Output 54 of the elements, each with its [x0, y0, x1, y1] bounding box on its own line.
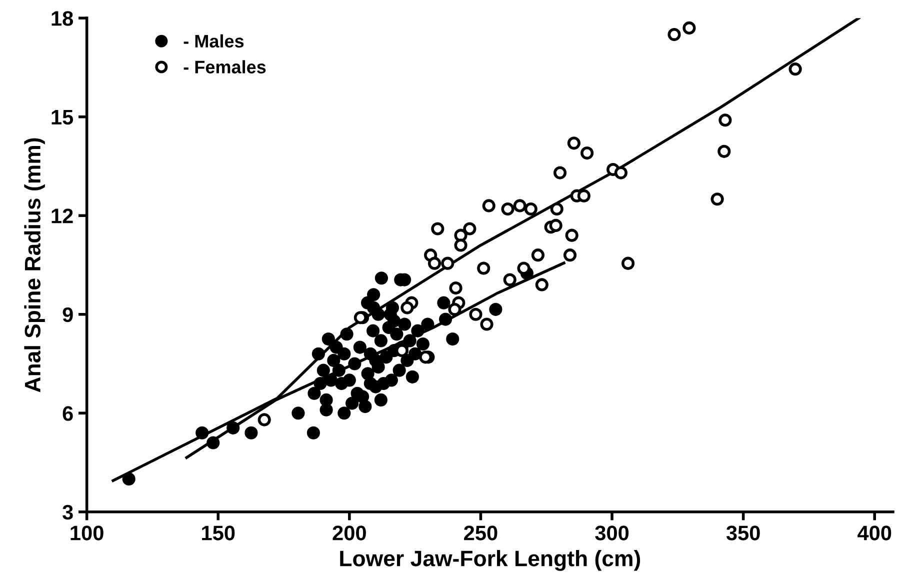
point: [480, 318, 494, 331]
point: [400, 301, 414, 314]
x-axis-title: Lower Jaw-Fork Length (cm): [340, 550, 640, 571]
point: [668, 28, 681, 42]
point: [567, 136, 580, 150]
point: [549, 218, 562, 232]
y-tick-label: 15: [52, 110, 74, 125]
point: [448, 302, 462, 316]
y-tick-label: 12: [52, 208, 73, 224]
point: [621, 256, 635, 270]
point: [682, 21, 696, 34]
point: [577, 189, 590, 202]
point: [449, 281, 462, 295]
y-tick-label: 9: [62, 307, 73, 322]
x-tick-label: 150: [202, 526, 235, 540]
point: [454, 238, 468, 252]
y-tick-label: 6: [62, 406, 73, 421]
point: [503, 273, 516, 286]
line-series: [112, 18, 860, 482]
point: [524, 202, 538, 216]
x-tick-label: 100: [70, 526, 104, 540]
point: [477, 262, 490, 275]
x-tick-label: 300: [595, 526, 629, 540]
point: [550, 202, 564, 216]
legend-label: - Females: [184, 60, 266, 74]
point: [428, 256, 442, 270]
point: [441, 256, 454, 270]
point: [513, 199, 526, 212]
y-tick-label: 3: [62, 504, 73, 520]
point: [517, 262, 530, 275]
point: [501, 202, 514, 216]
point: [553, 166, 567, 180]
point: [580, 146, 594, 160]
point: [563, 248, 577, 262]
point: [710, 192, 724, 206]
x-tick-label: 400: [858, 526, 892, 540]
point: [258, 413, 271, 426]
point: [565, 228, 578, 242]
x-tick-label: 350: [726, 526, 760, 540]
point: [614, 166, 628, 180]
y-axis-title: Anal Spine Radius (mm): [24, 138, 45, 392]
point: [535, 278, 548, 292]
point: [718, 114, 732, 127]
x-tick-label: 250: [464, 526, 498, 540]
point: [431, 222, 444, 236]
point: [788, 62, 802, 76]
y-tick-label: 18: [52, 11, 73, 26]
point: [482, 199, 496, 212]
point: [718, 144, 731, 158]
point: [469, 308, 482, 321]
x-tick-label: 200: [332, 526, 366, 540]
point: [531, 248, 544, 262]
point: [463, 222, 476, 236]
legend-label: - Males: [184, 34, 244, 48]
